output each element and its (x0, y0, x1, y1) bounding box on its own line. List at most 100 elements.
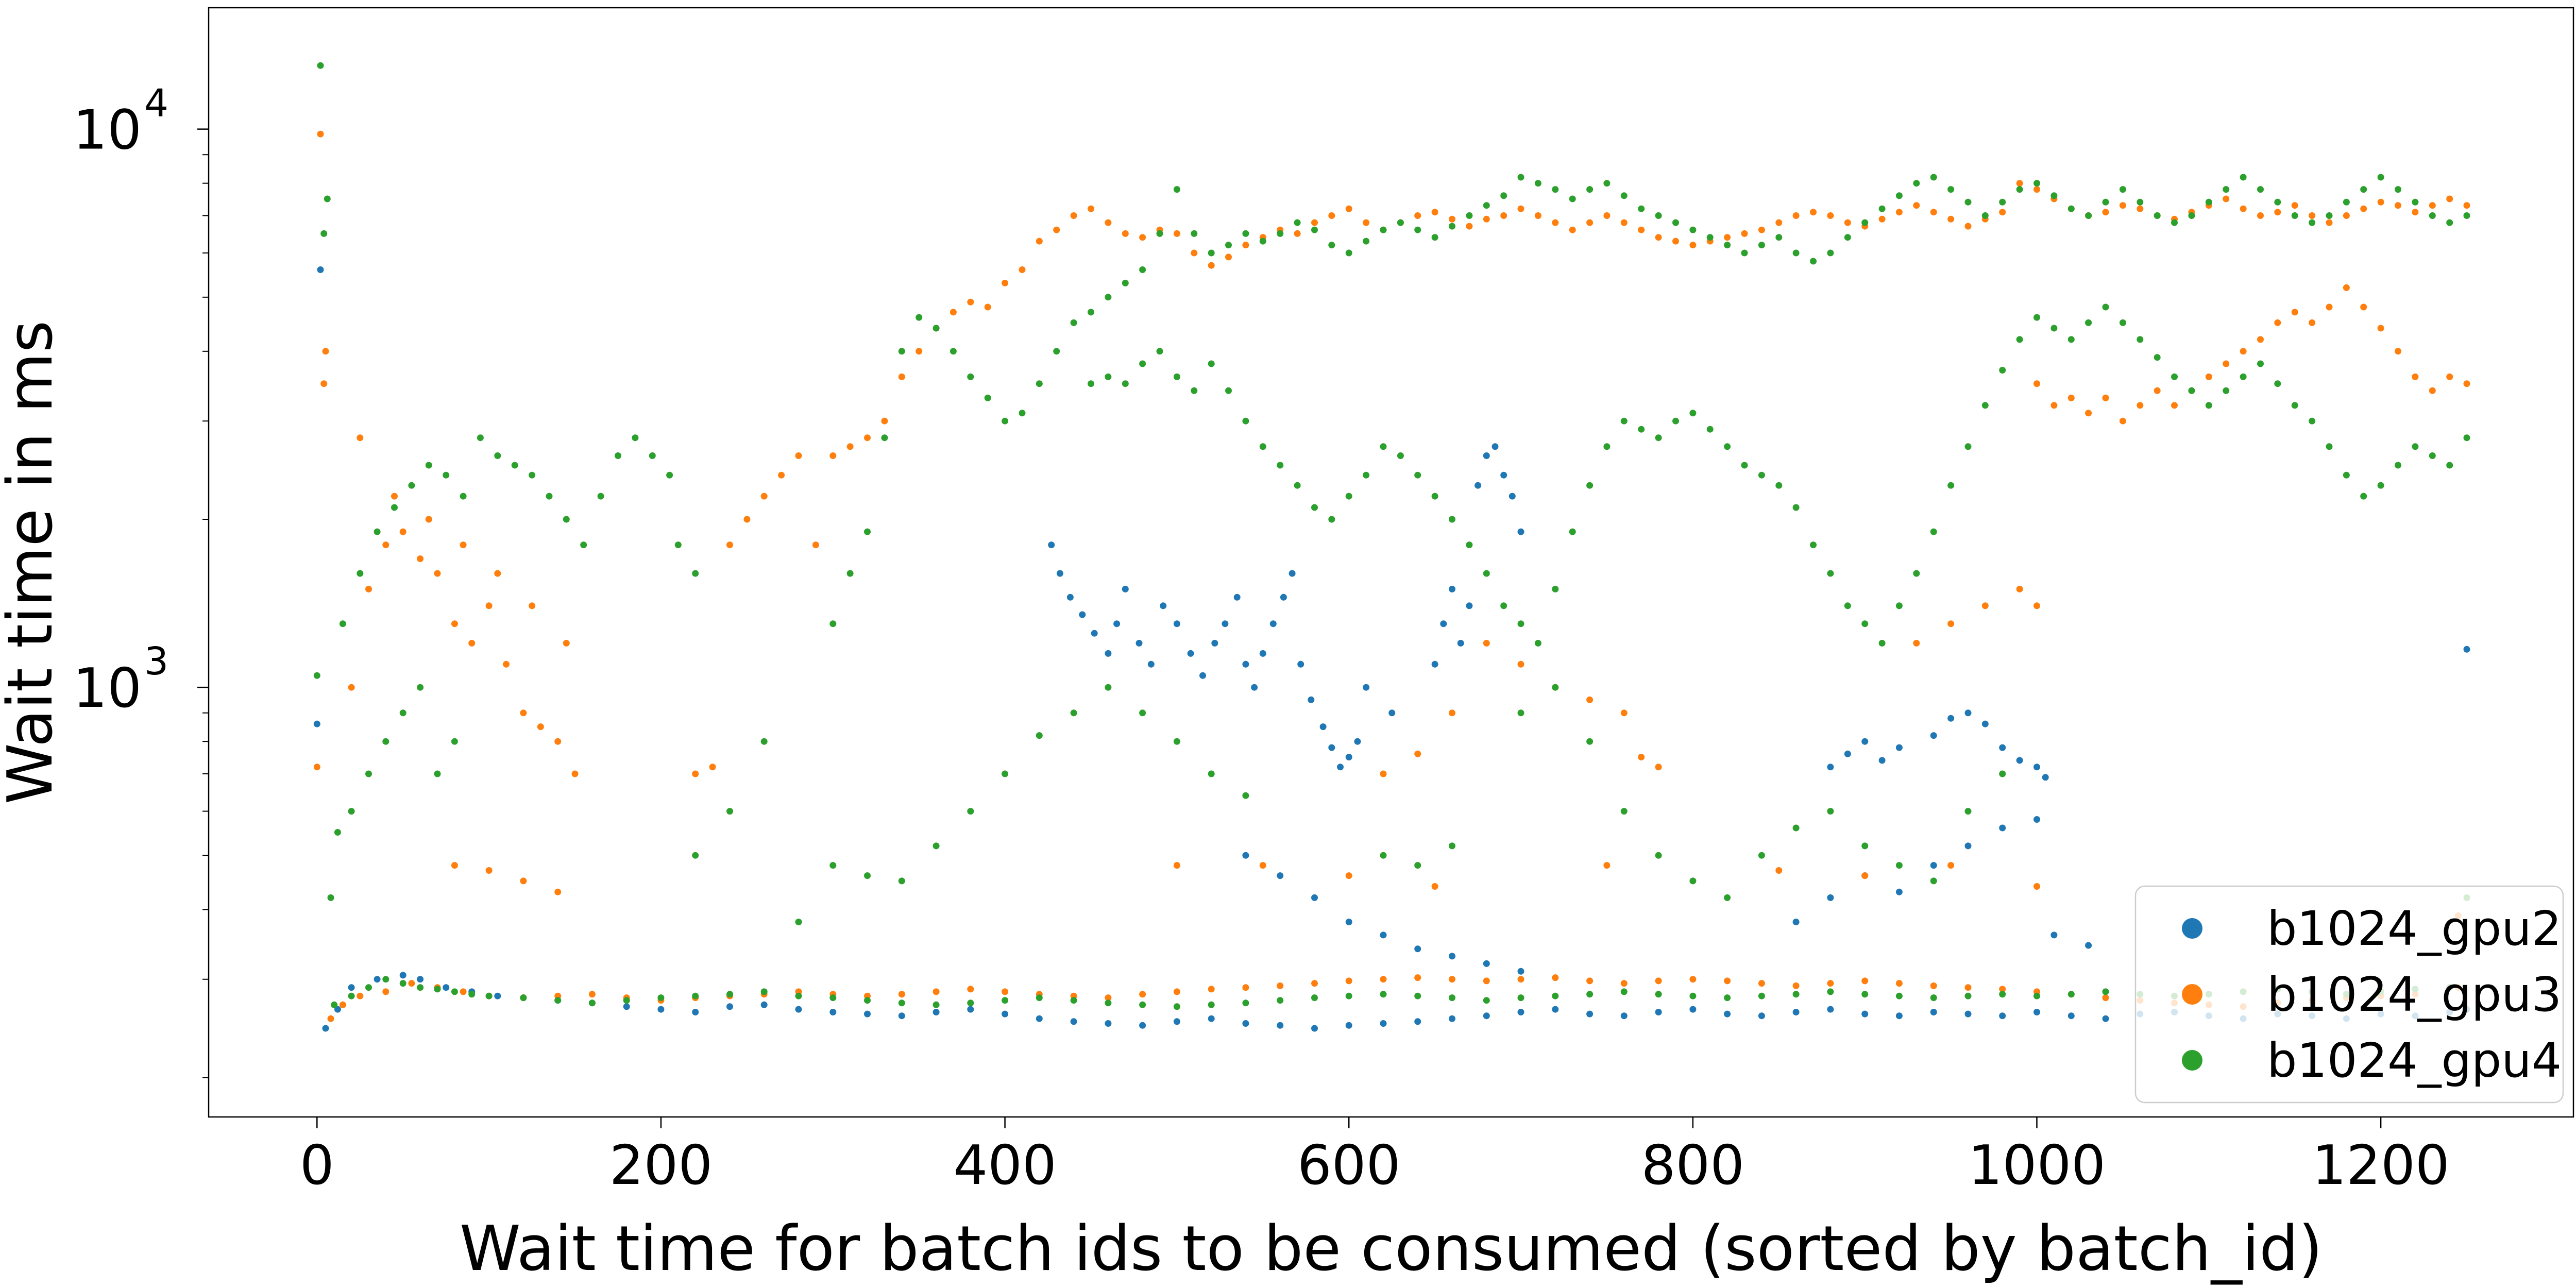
data-point (2463, 202, 2470, 209)
data-point (399, 528, 406, 535)
data-point (1139, 360, 1146, 367)
data-point (1345, 1022, 1352, 1029)
data-point (1208, 249, 1215, 257)
data-point (2326, 212, 2333, 219)
data-point (1002, 279, 1009, 286)
data-point (1311, 894, 1318, 901)
data-point (1191, 387, 1198, 394)
data-point (1913, 202, 1920, 209)
data-point (460, 493, 467, 500)
data-point (1999, 209, 2006, 216)
data-point (2326, 219, 2333, 226)
data-point (1586, 977, 1594, 985)
data-point (317, 62, 324, 69)
data-point (1380, 226, 1387, 233)
data-point (846, 570, 854, 577)
data-point (2395, 348, 2401, 355)
data-point (2240, 373, 2247, 380)
data-point (898, 999, 905, 1007)
data-point (1345, 205, 1352, 212)
data-point (2067, 991, 2075, 998)
data-point (2171, 402, 2178, 409)
data-point (520, 709, 527, 717)
data-point (357, 434, 364, 442)
data-point (967, 999, 974, 1007)
data-point (1586, 1010, 1594, 1018)
data-point (864, 997, 871, 1004)
data-point (1895, 992, 1903, 999)
data-point (2240, 205, 2247, 212)
data-point (2463, 434, 2470, 442)
data-point (1242, 852, 1249, 859)
data-point (1397, 219, 1404, 226)
data-point (1620, 417, 1628, 425)
data-point (1259, 443, 1266, 450)
legend-marker (2182, 1050, 2202, 1071)
data-point (417, 976, 424, 983)
data-point (391, 504, 398, 511)
data-point (1947, 620, 1955, 628)
data-point (2446, 373, 2453, 380)
data-point (417, 984, 424, 991)
data-point (1414, 226, 1421, 233)
data-point (1036, 238, 1043, 245)
data-point (348, 808, 355, 815)
data-point (1620, 219, 1628, 226)
data-point (2016, 336, 2023, 343)
data-point (443, 471, 450, 479)
data-point (2085, 410, 2092, 417)
data-point (1517, 660, 1524, 668)
data-point (365, 984, 372, 991)
data-point (1380, 991, 1387, 998)
data-point (1363, 684, 1370, 691)
data-point (1173, 1018, 1180, 1025)
data-point (1913, 570, 1920, 577)
data-point (743, 516, 751, 523)
data-point (2309, 212, 2316, 219)
data-point (1483, 1012, 1490, 1020)
data-point (1457, 639, 1464, 647)
data-point (1724, 977, 1731, 985)
data-point (468, 991, 476, 998)
data-point (511, 462, 518, 469)
data-point (1122, 585, 1129, 592)
data-point (1964, 842, 1972, 850)
data-point (933, 842, 940, 850)
data-point (1259, 238, 1266, 245)
data-point (1492, 443, 1499, 450)
data-point (898, 348, 905, 355)
data-point (1173, 738, 1180, 745)
data-point (1380, 931, 1387, 939)
data-point (2240, 348, 2247, 355)
data-point (320, 230, 328, 237)
data-point (2085, 319, 2092, 326)
data-point (2119, 417, 2126, 425)
data-point (760, 1001, 768, 1008)
data-point (374, 528, 381, 535)
data-point (2429, 452, 2436, 459)
data-point (580, 541, 587, 549)
data-point (1758, 226, 1765, 233)
data-point (1861, 991, 1869, 998)
data-point (1792, 249, 1800, 257)
data-point (2257, 360, 2264, 367)
data-point (2291, 309, 2298, 316)
data-point (1483, 570, 1490, 577)
x-axis-title: Wait time for batch ids to be consumed (… (460, 1213, 2323, 1285)
data-point (1483, 977, 1490, 985)
data-point (2016, 757, 2023, 764)
data-point (1947, 715, 1955, 722)
data-point (1002, 988, 1009, 995)
data-point (1586, 696, 1594, 703)
data-point (320, 380, 328, 387)
legend: b1024_gpu2 b1024_gpu3 b1024_gpu4 (2134, 885, 2564, 1104)
data-point (2395, 186, 2401, 193)
data-point (2463, 646, 2470, 653)
data-point (1414, 471, 1421, 479)
data-point (1517, 976, 1524, 983)
data-point (434, 570, 441, 577)
data-point (1689, 226, 1697, 233)
data-point (494, 992, 501, 999)
data-point (726, 991, 733, 998)
data-point (2360, 205, 2367, 212)
